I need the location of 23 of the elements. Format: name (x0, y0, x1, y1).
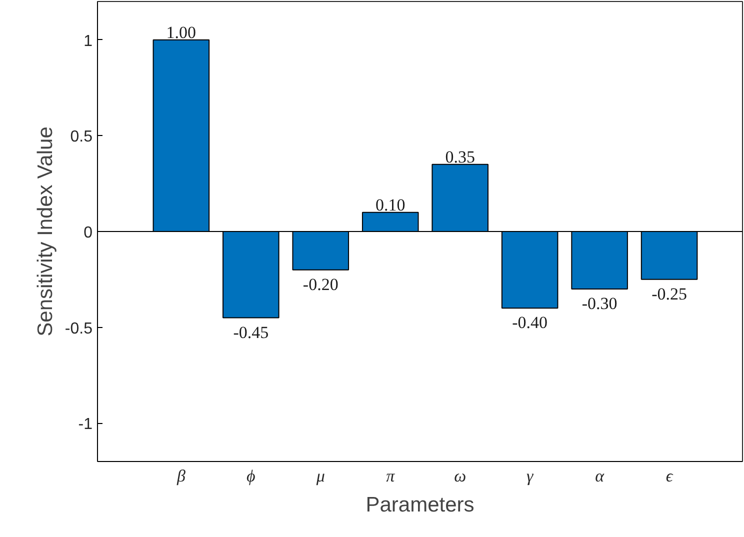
data-label: -0.20 (302, 274, 338, 294)
data-label: 0.10 (375, 195, 406, 214)
data-label: -0.40 (512, 313, 548, 332)
x-tick-label: ω (454, 466, 466, 486)
data-label: 0.35 (445, 147, 475, 166)
x-axis-title: Parameters (366, 494, 474, 516)
data-label: 1.00 (166, 22, 196, 42)
x-tick-label: ϵ (666, 466, 674, 486)
y-tick-label: 1 (84, 32, 93, 50)
x-tick-label: π (386, 466, 396, 486)
y-tick-label: -1 (78, 416, 93, 434)
x-tick-label: α (595, 466, 606, 486)
data-label: -0.30 (582, 294, 618, 313)
x-tick-label: ϕ (246, 466, 256, 486)
y-tick-label: 0 (84, 224, 93, 242)
y-tick-label: 0.5 (70, 128, 93, 146)
y-axis-title: Sensitivity Index Value (34, 126, 57, 336)
x-tick-label: β (176, 466, 186, 486)
x-tick-label: γ (526, 466, 534, 486)
x-tick-label: μ (315, 466, 325, 486)
y-tick-label: -0.5 (64, 320, 93, 338)
data-label: -0.45 (233, 322, 269, 342)
data-label: -0.25 (652, 284, 687, 304)
